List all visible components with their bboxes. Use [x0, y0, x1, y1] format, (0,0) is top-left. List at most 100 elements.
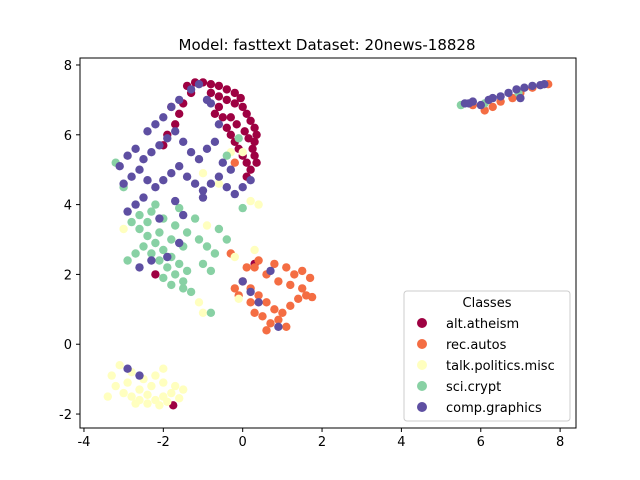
- data-point-4-14: [230, 189, 239, 199]
- data-point-1-22: [254, 256, 263, 265]
- legend-label-4: comp.graphics: [446, 401, 542, 416]
- data-point-4-3: [143, 176, 152, 185]
- data-point-3-44: [238, 203, 247, 213]
- data-point-4-37: [186, 85, 196, 94]
- data-point-3-39: [206, 308, 216, 317]
- data-point-1-30: [298, 266, 307, 276]
- data-point-4-73: [464, 99, 474, 108]
- data-point-3-25: [210, 249, 220, 258]
- data-point-3-23: [194, 235, 204, 244]
- data-point-0-23: [214, 102, 224, 112]
- data-point-1-25: [290, 270, 299, 279]
- data-point-0-41: [210, 109, 220, 119]
- data-point-2-24: [175, 394, 184, 403]
- data-point-4-5: [159, 176, 168, 185]
- data-point-4-49: [135, 263, 144, 272]
- points-layer: [103, 78, 553, 410]
- data-point-1-9: [307, 292, 317, 302]
- legend-marker-1: [417, 339, 427, 349]
- data-point-4-57: [123, 364, 132, 373]
- data-point-4-1: [127, 172, 136, 181]
- data-point-4-6: [167, 169, 176, 178]
- data-point-1-16: [266, 319, 275, 328]
- legend-label-2: talk.politics.misc: [446, 359, 555, 374]
- y-tick-label: 6: [64, 129, 72, 144]
- data-point-4-19: [131, 144, 140, 153]
- data-point-3-12: [171, 270, 180, 279]
- data-point-3-26: [198, 259, 208, 269]
- data-point-0-11: [230, 99, 239, 108]
- data-point-2-31: [230, 252, 239, 262]
- data-point-1-23: [270, 259, 279, 269]
- data-point-4-41: [206, 99, 216, 108]
- data-point-4-18: [123, 151, 132, 160]
- data-point-3-36: [222, 235, 231, 244]
- data-point-4-10: [198, 186, 208, 195]
- data-point-3-30: [167, 235, 176, 244]
- data-point-0-7: [236, 93, 245, 103]
- data-point-3-17: [123, 256, 132, 265]
- data-point-4-42: [131, 200, 140, 209]
- data-point-0-18: [248, 144, 257, 153]
- data-point-3-22: [182, 228, 192, 237]
- data-point-0-20: [252, 158, 261, 167]
- data-point-1-31: [305, 273, 315, 283]
- data-point-1-21: [230, 284, 239, 293]
- data-point-1-32: [488, 102, 497, 112]
- legend: Classes alt.atheism rec.autos talk.politic…: [403, 290, 571, 422]
- data-point-4-36: [175, 95, 184, 105]
- data-point-0-9: [214, 92, 224, 101]
- data-point-3-19: [147, 207, 156, 216]
- data-point-2-1: [127, 392, 136, 401]
- data-point-0-26: [226, 130, 235, 139]
- data-point-0-5: [222, 85, 231, 94]
- legend-box: [403, 290, 571, 422]
- data-point-4-45: [171, 196, 180, 206]
- data-point-2-21: [159, 364, 168, 373]
- data-point-4-63: [496, 92, 505, 101]
- data-point-2-16: [115, 361, 124, 370]
- data-point-4-26: [186, 148, 196, 157]
- data-point-0-13: [242, 109, 251, 119]
- data-point-3-7: [182, 266, 192, 276]
- data-point-1-2: [254, 291, 263, 300]
- data-point-3-6: [175, 259, 184, 269]
- data-point-3-43: [222, 151, 231, 160]
- data-point-0-4: [214, 81, 224, 91]
- data-point-4-72: [488, 93, 497, 103]
- data-point-4-46: [179, 210, 188, 220]
- data-point-2-22: [107, 371, 116, 380]
- data-point-2-12: [171, 381, 180, 391]
- data-point-0-42: [244, 134, 253, 143]
- data-point-3-14: [179, 284, 188, 293]
- y-tick-label: 4: [64, 199, 72, 214]
- y-tick-label: 0: [64, 338, 72, 353]
- data-point-4-43: [123, 207, 132, 216]
- data-point-3-15: [186, 287, 196, 297]
- data-point-4-32: [143, 127, 152, 136]
- data-point-1-18: [282, 322, 291, 331]
- data-point-2-17: [143, 390, 152, 399]
- data-point-2-27: [214, 179, 224, 188]
- data-point-2-3: [143, 399, 152, 408]
- data-point-2-9: [135, 385, 144, 394]
- data-point-3-11: [163, 263, 172, 272]
- data-point-2-6: [167, 388, 176, 398]
- data-point-3-42: [234, 134, 243, 143]
- data-point-4-59: [198, 193, 208, 202]
- data-point-0-25: [222, 123, 231, 132]
- data-point-4-2: [135, 165, 144, 174]
- data-point-4-11: [206, 179, 216, 188]
- data-point-0-43: [151, 270, 160, 279]
- data-point-0-30: [242, 158, 251, 167]
- legend-label-1: rec.autos: [446, 338, 507, 353]
- data-point-4-33: [151, 120, 160, 129]
- data-point-4-9: [190, 179, 200, 188]
- data-point-3-18: [135, 210, 144, 220]
- data-point-3-13: [179, 277, 188, 286]
- data-point-0-24: [218, 113, 227, 122]
- data-point-1-5: [278, 308, 287, 317]
- data-point-4-47: [155, 214, 164, 223]
- data-point-1-40: [230, 158, 239, 167]
